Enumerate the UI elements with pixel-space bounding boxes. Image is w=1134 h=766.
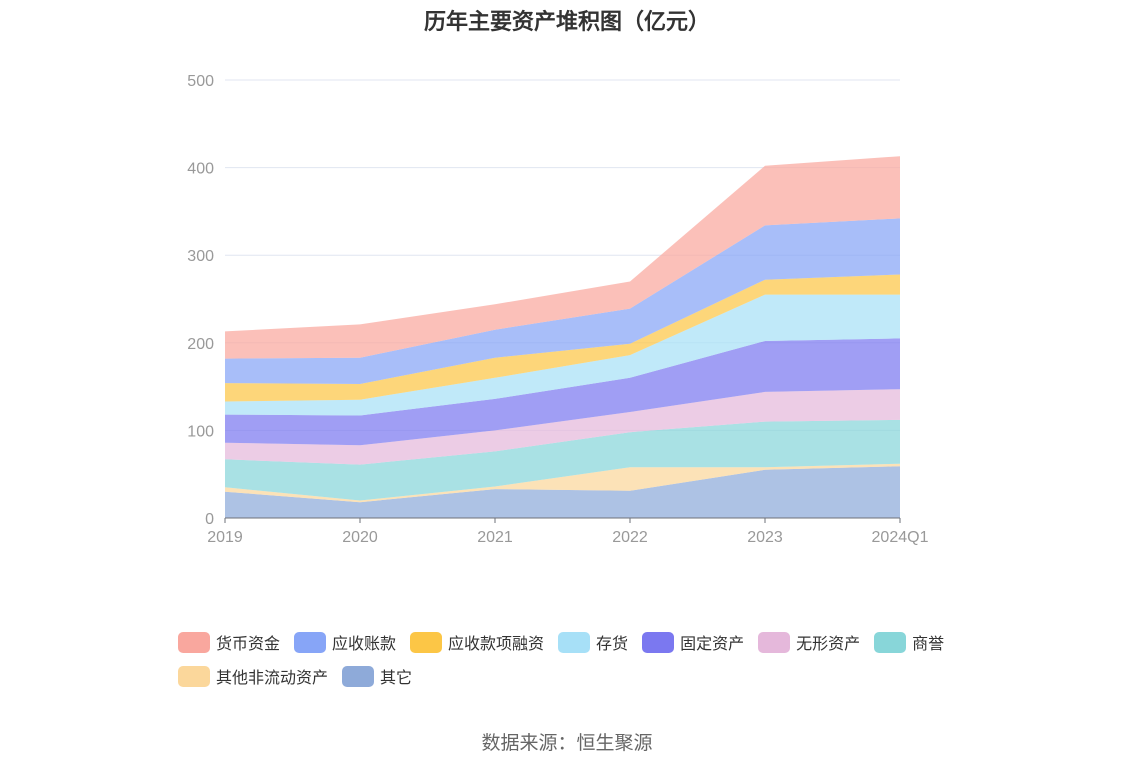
legend-swatch — [874, 631, 907, 653]
y-tick-label: 300 — [187, 248, 214, 265]
legend-swatch — [410, 631, 443, 653]
area-series-其它 — [225, 466, 900, 518]
legend-label: 无形资产 — [796, 636, 861, 653]
y-tick-label: 500 — [187, 73, 214, 90]
legend-item[interactable]: 应收账款 — [294, 630, 396, 654]
y-tick-label: 400 — [187, 161, 214, 178]
legend-row: 其他非流动资产 其它 — [178, 664, 978, 698]
area-series-存货 — [225, 294, 900, 416]
area-series-应收账款 — [225, 218, 900, 384]
legend-swatch — [758, 631, 791, 653]
legend-item[interactable]: 无形资产 — [758, 630, 860, 654]
x-tick-label: 2020 — [342, 529, 378, 546]
legend-swatch — [642, 631, 675, 653]
data-source-note: 数据来源：恒生聚源 — [481, 733, 653, 754]
legend-label: 存货 — [596, 636, 629, 653]
legend-item[interactable]: 应收款项融资 — [410, 630, 544, 654]
y-tick-label: 0 — [205, 511, 214, 528]
legend-swatch — [294, 631, 327, 653]
legend-item[interactable]: 其它 — [342, 664, 412, 688]
area-series-应收款项融资 — [225, 274, 900, 402]
area-series-商誉 — [225, 419, 900, 501]
area-series-无形资产 — [225, 389, 900, 465]
stacked-area-chart: 0 100 200 300 400 500 2019 2020 2021 2022 2023 2024… — [187, 73, 928, 546]
legend-item[interactable]: 存货 — [558, 630, 628, 654]
legend-item[interactable]: 商誉 — [874, 630, 944, 654]
legend-item[interactable]: 货币资金 — [178, 630, 280, 654]
y-tick-label: 200 — [187, 336, 214, 353]
area-layer — [225, 156, 900, 518]
legend-swatch — [178, 665, 210, 687]
axis-layer: 0 100 200 300 400 500 2019 2020 2021 2022 2023 2024… — [187, 73, 928, 546]
legend-label: 商誉 — [912, 636, 945, 653]
x-tick-label: 2022 — [612, 529, 648, 546]
x-tick-label: 2023 — [747, 529, 783, 546]
area-series-其他非流动资产 — [225, 463, 900, 503]
legend-label: 应收款项融资 — [448, 636, 545, 653]
x-tick-label: 2021 — [477, 529, 513, 546]
chart-title: 历年主要资产堆积图（亿元） — [423, 9, 710, 34]
legend-row: 货币资金 应收账款 应收款项融资 存货 固定资产 无形资产 商誉 — [178, 630, 978, 664]
legend-swatch — [558, 631, 591, 653]
legend-label: 固定资产 — [680, 636, 745, 653]
legend-label: 其它 — [380, 670, 413, 687]
legend-label: 应收账款 — [332, 636, 397, 653]
x-tick-label: 2019 — [207, 529, 243, 546]
area-series-固定资产 — [225, 338, 900, 446]
legend-item[interactable]: 其他非流动资产 — [178, 664, 328, 688]
legend-label: 其他非流动资产 — [216, 670, 329, 687]
area-series-货币资金 — [225, 156, 900, 359]
x-tick-label: 2024Q1 — [872, 529, 929, 546]
legend-swatch — [178, 631, 210, 653]
legend-swatch — [342, 665, 375, 687]
legend: 货币资金 应收账款 应收款项融资 存货 固定资产 无形资产 商誉其他非流动资产 其它 — [178, 630, 978, 698]
y-tick-label: 100 — [187, 423, 214, 440]
legend-label: 货币资金 — [216, 636, 281, 653]
legend-item[interactable]: 固定资产 — [642, 630, 744, 654]
